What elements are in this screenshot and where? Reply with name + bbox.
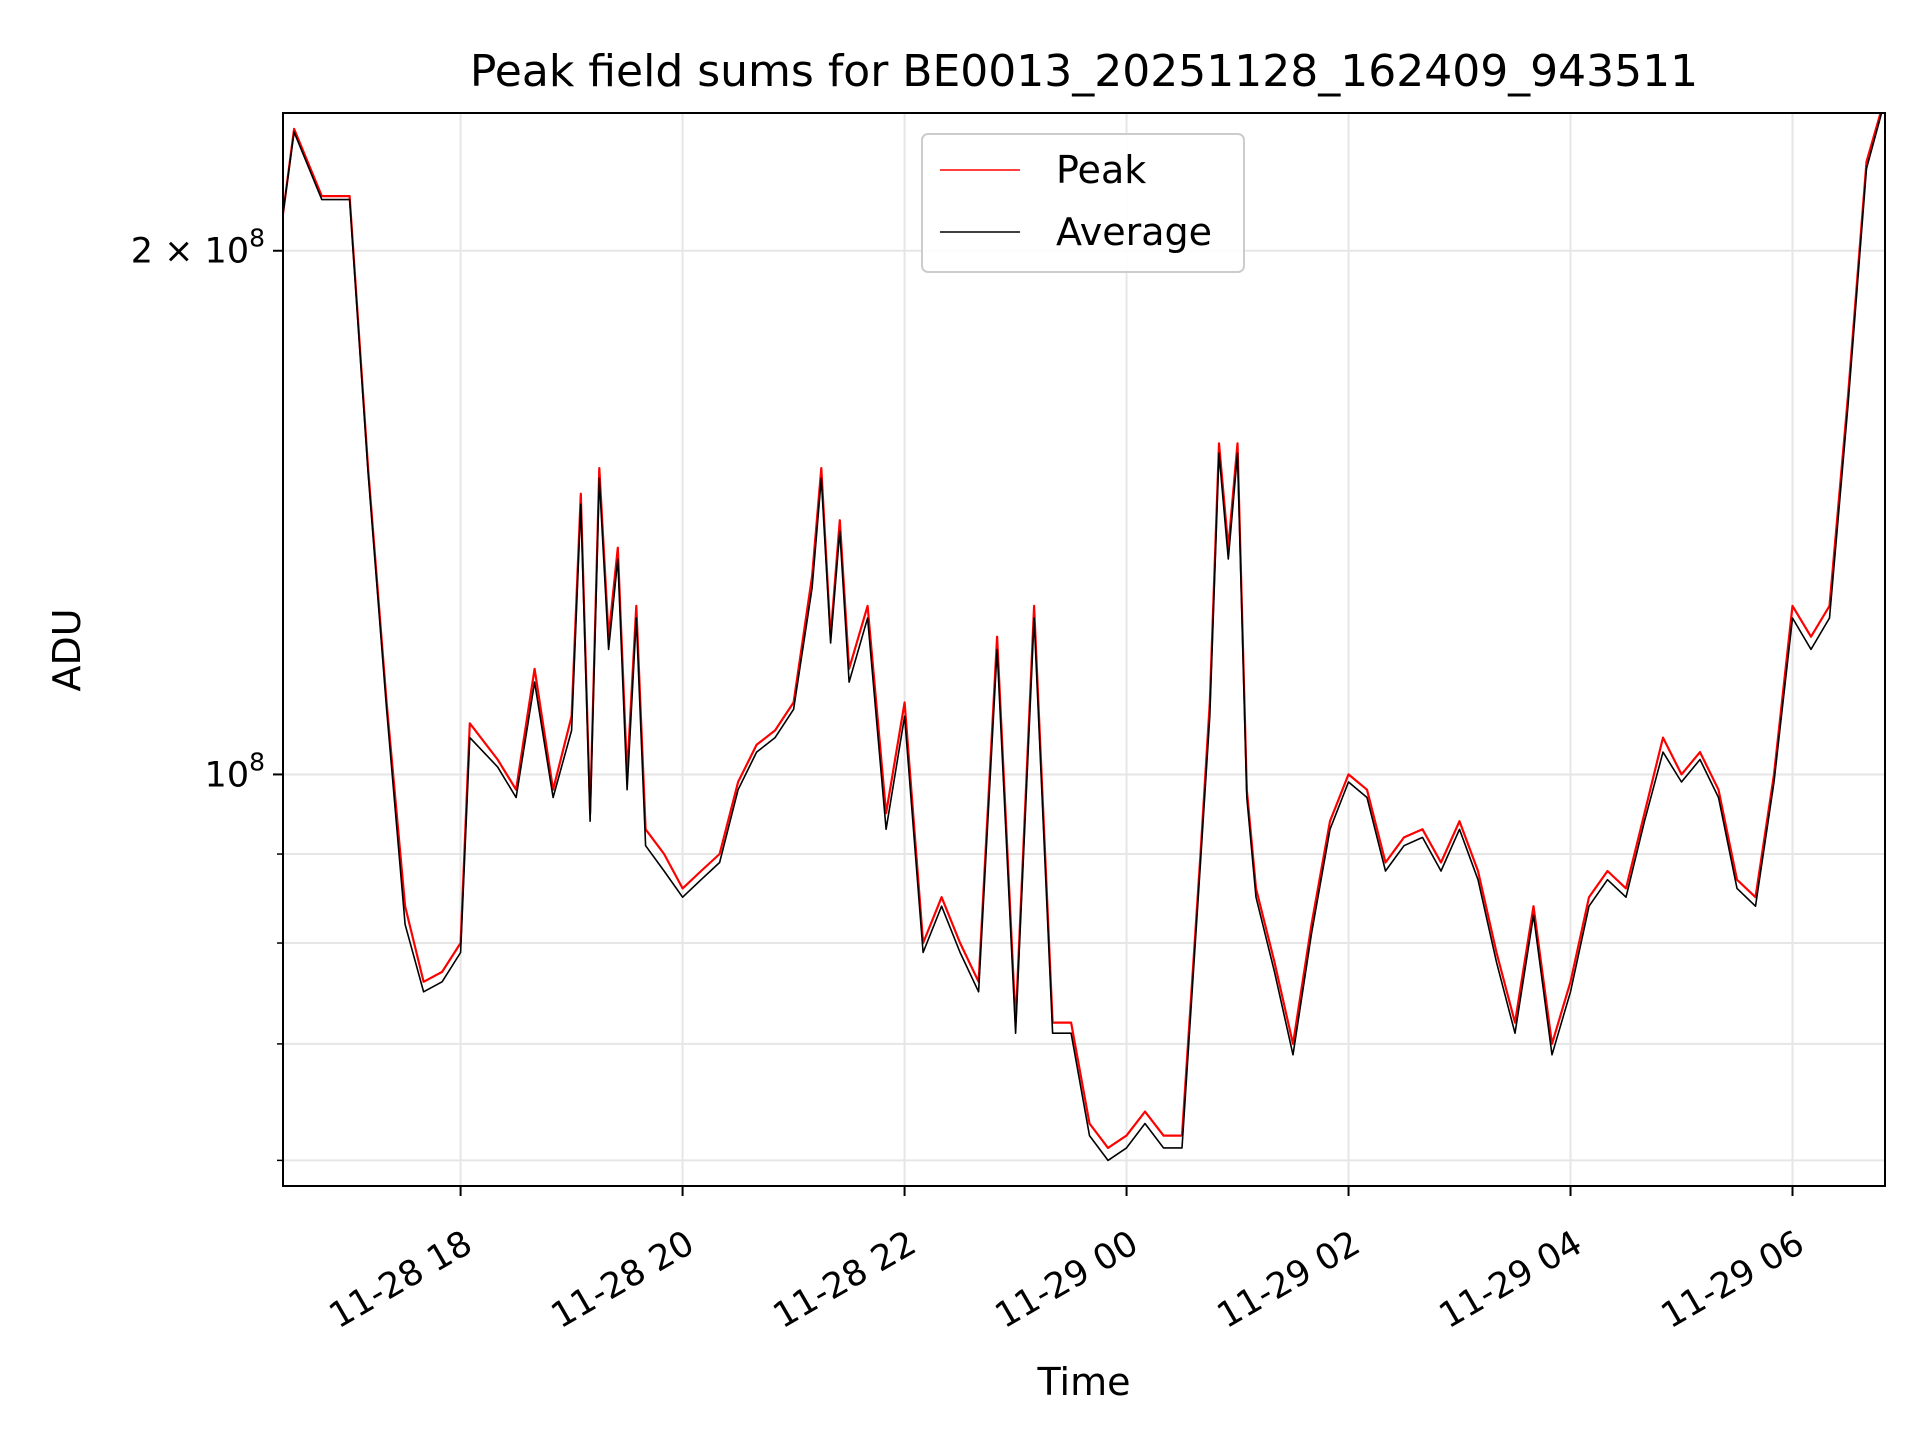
legend-label-average: Average [1056, 210, 1212, 254]
y-tick-label: 108 [205, 747, 265, 795]
legend-label-peak: Peak [1056, 148, 1146, 192]
y-tick-label: 2 × 108 [131, 224, 265, 272]
legend-box [921, 133, 1245, 273]
series-layer [283, 113, 1883, 1162]
legend: Peak Average [921, 133, 1245, 273]
y-axis: 108 2 × 108 [131, 224, 283, 1162]
series-line-average [283, 113, 1883, 1162]
plot-frame [282, 112, 1886, 1187]
chart-title: Peak field sums for BE0013_20251128_1624… [470, 46, 1698, 97]
x-axis-label: Time [1037, 1360, 1131, 1404]
y-axis-label: ADU [45, 608, 89, 691]
